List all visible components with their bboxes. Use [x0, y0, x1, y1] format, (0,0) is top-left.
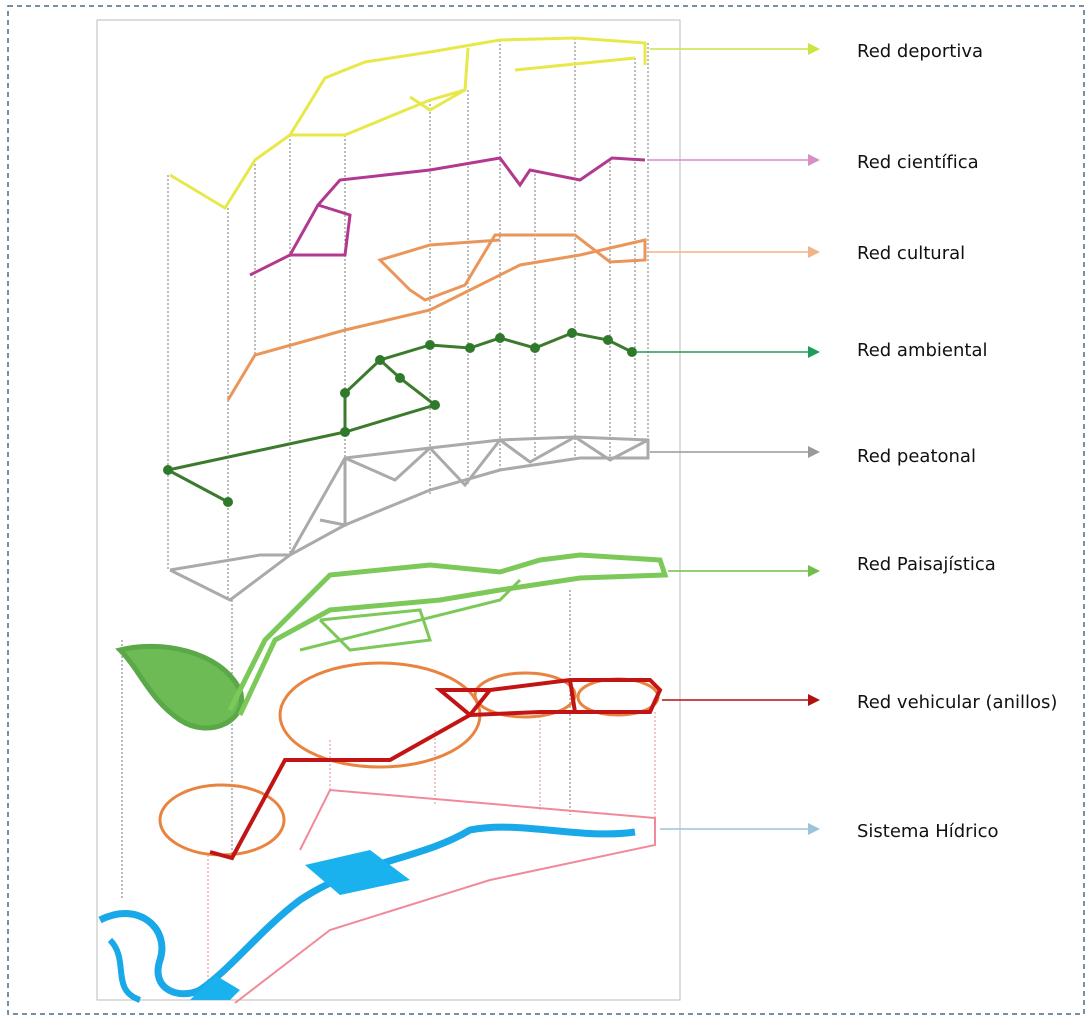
landscape-network [115, 552, 669, 731]
layer-label: Red peatonal [857, 446, 976, 467]
culture-network [226, 233, 647, 401]
layer-label: Sistema Hídrico [857, 821, 999, 842]
connector-arrows [636, 43, 820, 835]
layer-label: Red vehicular (anillos) [857, 692, 1057, 713]
water-system [98, 788, 656, 1004]
science-network [249, 156, 646, 277]
image-panel [96, 19, 681, 1001]
layer-label: Red deportiva [857, 41, 983, 62]
layer-label: Red científica [857, 152, 979, 173]
layer-label: Red Paisajística [857, 554, 996, 575]
environment-nodes [163, 328, 637, 507]
sport-network [169, 36, 647, 211]
frame [7, 5, 1085, 1015]
pedestrian-network [169, 435, 650, 602]
vehicular-network [158, 661, 663, 861]
layer-label: Red ambiental [857, 340, 987, 361]
layer-label: Red cultural [857, 243, 965, 264]
